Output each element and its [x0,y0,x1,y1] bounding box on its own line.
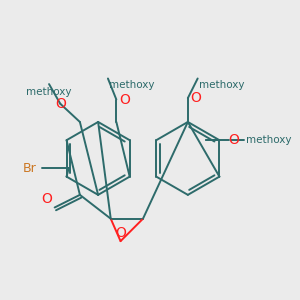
Text: O: O [119,92,130,106]
Text: methoxy: methoxy [109,80,155,90]
Text: methoxy: methoxy [26,87,72,97]
Text: O: O [55,97,66,111]
Text: O: O [191,91,202,105]
Text: methoxy: methoxy [199,80,244,90]
Text: O: O [115,226,126,240]
Text: O: O [229,133,239,147]
Text: methoxy: methoxy [246,135,291,145]
Text: O: O [41,192,52,206]
Text: Br: Br [23,162,36,175]
